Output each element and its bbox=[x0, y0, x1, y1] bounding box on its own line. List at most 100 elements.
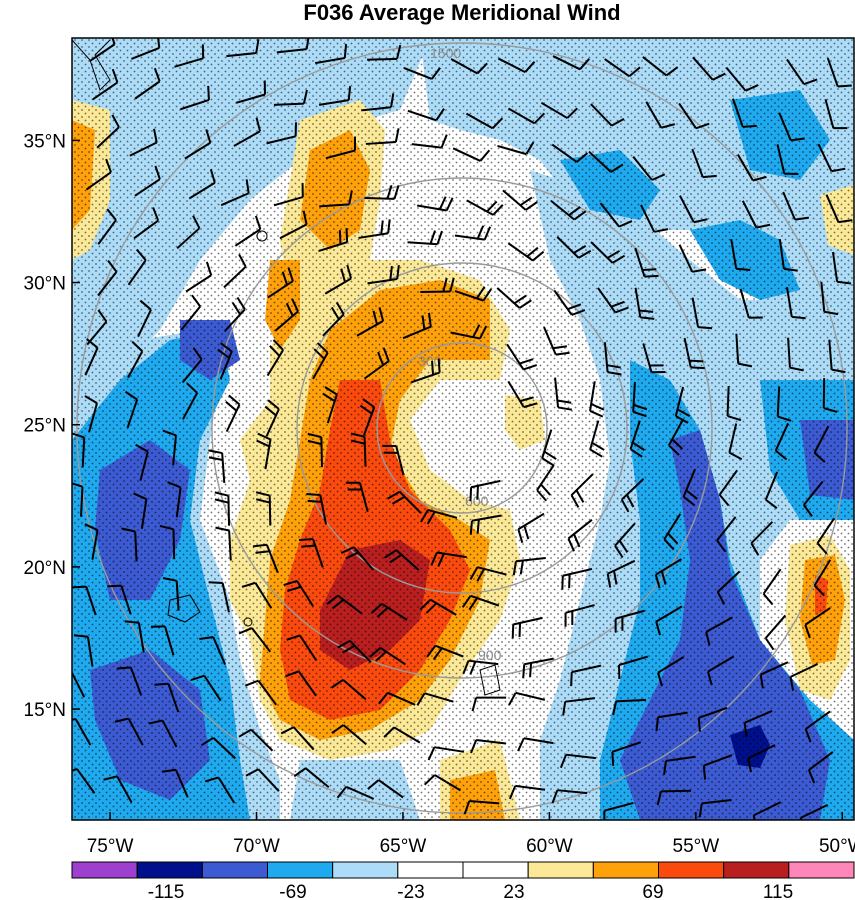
wind-barb-staff bbox=[616, 698, 647, 703]
wind-barb-staff bbox=[701, 798, 732, 805]
wind-barb-staff bbox=[217, 776, 236, 804]
wind-barb-feather bbox=[807, 769, 816, 784]
wind-barb-feather bbox=[745, 84, 759, 92]
colorbar-label: -115 bbox=[148, 882, 185, 900]
wind-barb-feather bbox=[802, 504, 813, 517]
wind-barb-staff bbox=[513, 616, 543, 626]
wind-barb-feather bbox=[632, 441, 645, 451]
wind-barb-staff bbox=[565, 753, 596, 760]
wind-barb-staff bbox=[131, 46, 160, 60]
wind-barb-feather bbox=[519, 396, 534, 403]
wind-barb-feather bbox=[204, 776, 219, 783]
wind-barb-staff bbox=[297, 670, 317, 697]
wind-barb-feather bbox=[692, 268, 707, 273]
wind-barb-feather bbox=[205, 261, 213, 276]
wind-barb-feather bbox=[789, 676, 795, 691]
wind-barb-feather bbox=[606, 364, 621, 369]
wind-barb-feather bbox=[442, 277, 448, 292]
wind-barb-staff bbox=[590, 103, 613, 127]
wind-barb-staff bbox=[629, 420, 641, 450]
wind-barb-staff bbox=[739, 288, 750, 319]
wind-barb-feather bbox=[430, 67, 441, 80]
x-tick-label: 70°W bbox=[233, 836, 280, 857]
y-tick-label: 25°N bbox=[24, 416, 66, 437]
wind-barb-staff bbox=[212, 737, 236, 760]
wind-barb-feather bbox=[541, 457, 555, 467]
wind-barb-feather bbox=[579, 58, 590, 70]
wind-barb-staff bbox=[434, 746, 465, 753]
wind-barb-staff bbox=[550, 199, 575, 221]
wind-barb-feather bbox=[396, 265, 400, 280]
wind-barb-feather bbox=[555, 351, 570, 356]
wind-barb-staff bbox=[471, 514, 502, 522]
ring-label-900: 900 bbox=[478, 647, 502, 663]
wind-barb-feather bbox=[370, 603, 383, 614]
wind-barb-staff bbox=[703, 754, 733, 767]
wind-barb-feather bbox=[804, 728, 812, 743]
wind-barb-feather bbox=[661, 123, 676, 129]
wind-barb-feather bbox=[469, 520, 473, 535]
wind-barb-feather bbox=[269, 345, 281, 357]
wind-barb-feather bbox=[97, 309, 108, 323]
wind-barb-feather bbox=[390, 93, 395, 108]
wind-barb-staff bbox=[175, 487, 182, 518]
wind-barb-staff bbox=[565, 604, 595, 614]
wind-barb-staff bbox=[315, 57, 345, 65]
wind-barb-feather bbox=[214, 498, 229, 504]
wind-barb-staff bbox=[450, 331, 481, 340]
wind-barb-feather bbox=[255, 550, 270, 554]
wind-barb-staff bbox=[180, 305, 201, 331]
wind-barb-staff bbox=[395, 549, 420, 571]
wind-barb-feather bbox=[343, 44, 348, 59]
wind-barb-feather bbox=[256, 498, 271, 504]
wind-barb-staff bbox=[234, 228, 261, 247]
wind-barb-feather bbox=[209, 169, 216, 184]
wind-barb-feather bbox=[154, 165, 161, 180]
wind-barb-feather bbox=[431, 360, 435, 375]
wind-barb-staff bbox=[225, 404, 241, 433]
wind-barb-staff bbox=[250, 728, 274, 752]
wind-barb-feather bbox=[655, 621, 661, 636]
wind-barb-staff bbox=[679, 195, 695, 223]
wind-barb-staff bbox=[164, 626, 175, 656]
wind-barb-feather bbox=[551, 789, 559, 804]
colorbar-bin bbox=[71, 861, 138, 879]
wind-barb-staff bbox=[497, 57, 526, 73]
colorbar-bin bbox=[658, 861, 725, 879]
wind-barb-feather bbox=[512, 561, 517, 576]
wind-barb-staff bbox=[89, 43, 116, 62]
wind-barb-feather bbox=[557, 399, 572, 404]
wind-barb-feather bbox=[86, 338, 99, 349]
wind-barb-staff bbox=[824, 98, 835, 129]
wind-barb-staff bbox=[540, 101, 568, 119]
wind-barb-staff bbox=[747, 744, 776, 760]
wind-barb-staff bbox=[642, 56, 668, 77]
wind-barb-staff bbox=[235, 93, 266, 104]
wind-barb-feather bbox=[697, 326, 713, 330]
wind-barb-staff bbox=[120, 585, 132, 615]
wind-barb-staff bbox=[233, 130, 261, 147]
wind-barb-feather bbox=[114, 717, 129, 723]
wind-barb-feather bbox=[313, 348, 325, 360]
wind-barb-feather bbox=[533, 112, 546, 125]
wind-barb-staff bbox=[251, 627, 272, 653]
wind-barb-staff bbox=[760, 661, 789, 676]
wind-barb-staff bbox=[223, 265, 247, 289]
wind-barb-feather bbox=[162, 577, 177, 582]
wind-barb-feather bbox=[427, 746, 436, 761]
wind-barb-staff bbox=[753, 801, 782, 817]
wind-barb-staff bbox=[342, 724, 367, 746]
wind-barb-staff bbox=[705, 616, 733, 633]
wind-barb-staff bbox=[304, 767, 330, 789]
wind-barb-staff bbox=[599, 202, 620, 228]
wind-barb-staff bbox=[562, 567, 593, 577]
wind-barb-feather bbox=[293, 767, 307, 778]
wind-barb-feather bbox=[525, 141, 535, 155]
wind-barb-feather bbox=[557, 406, 573, 411]
wind-barb-staff bbox=[607, 559, 636, 575]
wind-barb-feather bbox=[106, 208, 117, 221]
wind-barb-staff bbox=[776, 386, 781, 417]
wind-barb-staff bbox=[96, 126, 120, 149]
wind-barb-staff bbox=[590, 241, 614, 264]
